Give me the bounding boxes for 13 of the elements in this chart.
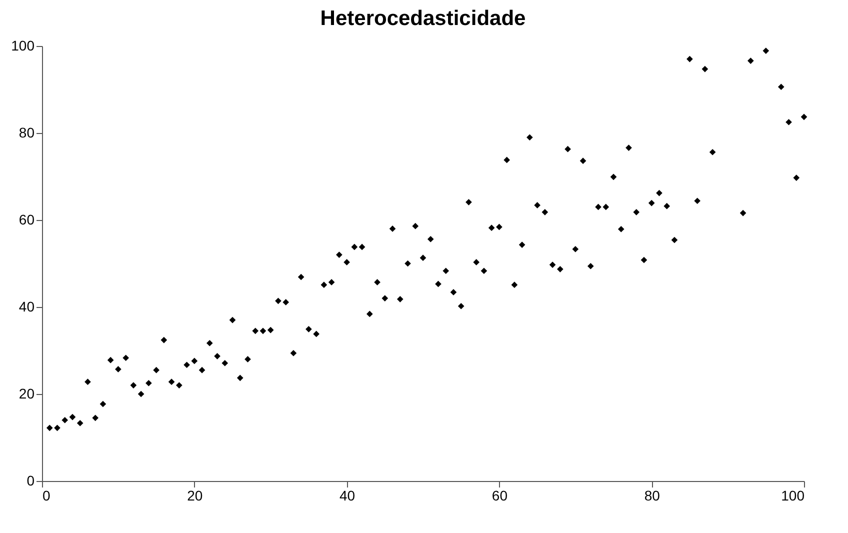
y-tick-label: 100: [11, 38, 35, 54]
x-tick-label: 0: [42, 488, 50, 504]
y-tick-label: 80: [18, 124, 35, 140]
chart-title: Heterocedasticidade: [320, 7, 526, 30]
x-tick-label: 40: [340, 488, 356, 504]
x-tick-label: 80: [644, 488, 660, 504]
x-tick-label: 100: [781, 488, 805, 504]
y-tick-label: 0: [26, 472, 35, 488]
y-tick-label: 20: [18, 386, 35, 402]
x-tick-label: 60: [492, 488, 508, 504]
y-tick-label: 40: [18, 298, 35, 314]
x-tick-label: 20: [187, 488, 203, 504]
y-tick-label: 60: [18, 212, 35, 228]
